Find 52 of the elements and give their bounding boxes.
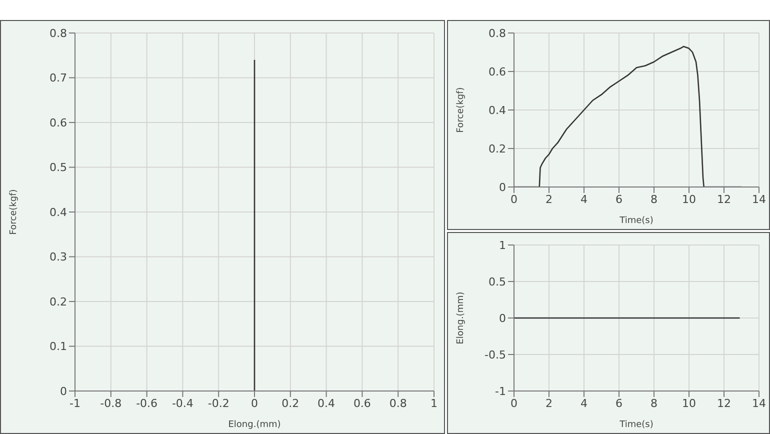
y-axis-title: Force(kgf) — [9, 189, 20, 235]
x-tick-label: 12 — [717, 192, 731, 206]
x-tick-label: -1 — [70, 396, 80, 410]
x-tick-label: -0.8 — [100, 396, 122, 410]
y-tick-label: 0.6 — [50, 116, 67, 130]
x-axis-title: Time(s) — [618, 420, 654, 430]
y-tick-label: 0.4 — [488, 104, 506, 117]
x-tick-label: 12 — [717, 396, 731, 410]
x-tick-label: 10 — [682, 192, 696, 206]
x-tick-label: -0.6 — [136, 396, 158, 410]
x-tick-label: 2 — [546, 192, 552, 206]
x-tick-label: 8 — [650, 192, 658, 206]
x-tick-label: 6 — [616, 192, 622, 206]
y-tick-label: 0 — [499, 312, 506, 325]
x-tick-label: 4 — [580, 192, 588, 206]
y-tick-label: -1 — [495, 384, 506, 398]
y-tick-label: 0 — [499, 180, 506, 194]
y-tick-label: 1 — [499, 238, 506, 252]
x-tick-label: 14 — [752, 396, 766, 410]
y-tick-label: 0.2 — [50, 295, 67, 308]
y-tick-label: 0.1 — [50, 340, 67, 354]
y-tick-label: 0.6 — [488, 65, 506, 78]
x-tick-label: 6 — [616, 396, 622, 410]
y-tick-label: 0.3 — [50, 250, 67, 264]
x-tick-label: 0 — [510, 192, 518, 206]
y-tick-label: 0.5 — [488, 275, 506, 288]
x-tick-label: 2 — [546, 396, 552, 410]
y-tick-label: -0.5 — [484, 348, 506, 362]
x-tick-label: -0.2 — [208, 396, 230, 410]
x-tick-label: 14 — [752, 192, 766, 206]
y-axis-title: Force(kgf) — [456, 87, 466, 133]
y-axis-title: Elong.(mm) — [456, 292, 466, 344]
x-tick-label: 0 — [251, 396, 258, 410]
x-tick-label: 0 — [510, 396, 518, 410]
x-tick-label: 8 — [650, 396, 658, 410]
y-tick-label: 0.7 — [50, 72, 67, 85]
x-tick-label: 10 — [682, 396, 696, 410]
x-axis-title: Elong.(mm) — [228, 420, 281, 430]
y-tick-label: 0.4 — [50, 206, 67, 219]
y-tick-label: 0.8 — [50, 26, 67, 40]
x-tick-label: 0.2 — [282, 396, 300, 410]
y-tick-label: 0 — [60, 384, 67, 398]
x-tick-label: 0.6 — [353, 396, 371, 410]
x-tick-label: -0.4 — [172, 396, 194, 410]
x-tick-label: 4 — [580, 396, 588, 410]
x-axis-title: Time(s) — [618, 216, 654, 226]
y-tick-label: 0.5 — [50, 161, 67, 174]
x-tick-label: 0.4 — [318, 396, 336, 410]
x-tick-label: 0.8 — [389, 396, 407, 410]
y-tick-label: 0.8 — [488, 26, 506, 40]
x-tick-label: 1 — [430, 396, 438, 410]
y-tick-label: 0.2 — [488, 142, 506, 156]
